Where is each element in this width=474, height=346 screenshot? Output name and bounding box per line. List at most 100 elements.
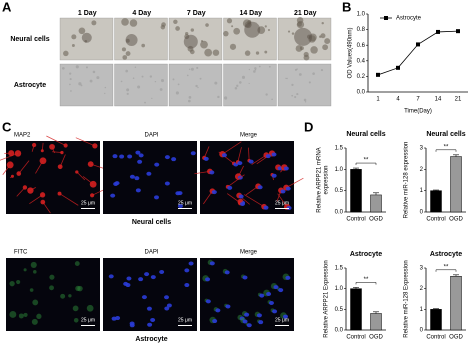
bar bbox=[370, 313, 382, 331]
cell-texture bbox=[61, 66, 65, 70]
stain bbox=[6, 161, 14, 169]
cell-texture bbox=[200, 40, 208, 49]
y-tick-label: 0 bbox=[420, 328, 424, 334]
nucleus bbox=[164, 181, 170, 186]
bar bbox=[450, 156, 462, 213]
cell-texture bbox=[186, 74, 189, 77]
column-label: 21 Day bbox=[294, 10, 317, 17]
significance-bracket bbox=[355, 162, 377, 166]
stain bbox=[74, 261, 80, 266]
cell-texture bbox=[195, 84, 198, 88]
cell-texture bbox=[185, 31, 189, 36]
cell-texture bbox=[286, 77, 288, 80]
significance-label: ** bbox=[444, 264, 449, 270]
nucleus bbox=[113, 181, 119, 186]
cell-texture bbox=[285, 77, 287, 80]
nucleus bbox=[227, 185, 233, 190]
nucleus bbox=[256, 313, 262, 318]
significance-bracket bbox=[435, 149, 457, 152]
nucleus bbox=[127, 154, 133, 159]
cell-texture bbox=[144, 101, 146, 104]
nucleus bbox=[184, 268, 190, 273]
fiber bbox=[243, 194, 265, 208]
nucleus bbox=[278, 288, 284, 293]
cell-texture bbox=[296, 93, 299, 96]
stain bbox=[57, 164, 63, 170]
fiber bbox=[237, 147, 242, 163]
stain bbox=[40, 199, 46, 205]
x-tick-label: OGD bbox=[449, 217, 463, 223]
cell-texture bbox=[129, 19, 138, 27]
fiber bbox=[0, 153, 19, 161]
y-tick-label: 3 bbox=[420, 146, 424, 152]
group-label: Astrocyte bbox=[135, 336, 167, 343]
y-tick-label: 1.0 bbox=[335, 286, 344, 292]
nucleus bbox=[248, 159, 254, 164]
y-tick-label: 0.0 bbox=[335, 328, 344, 334]
stain bbox=[16, 171, 22, 176]
line bbox=[377, 30, 459, 76]
cell-texture bbox=[287, 30, 291, 33]
cell-texture bbox=[244, 50, 251, 56]
panel-label: D bbox=[304, 119, 313, 134]
fluorescence-image bbox=[103, 141, 197, 214]
cell-texture bbox=[69, 72, 72, 75]
nucleus bbox=[205, 277, 211, 282]
cell-texture bbox=[294, 95, 297, 99]
nucleus bbox=[144, 272, 150, 277]
legend-marker bbox=[384, 16, 388, 20]
cell-texture bbox=[69, 83, 71, 86]
channel-label: MAP2 bbox=[14, 133, 31, 139]
nucleus bbox=[110, 193, 116, 198]
x-tick-label: OGD bbox=[449, 335, 463, 341]
y-tick-label: 1 bbox=[420, 307, 424, 313]
cell-texture bbox=[291, 94, 294, 97]
nucleus bbox=[280, 189, 286, 194]
column-label: 14 Day bbox=[239, 10, 262, 17]
cell-texture bbox=[212, 49, 220, 56]
y-axis-label: Relative ARPP21 Expression bbox=[324, 260, 330, 337]
cell-texture bbox=[132, 77, 135, 79]
cell-texture bbox=[160, 24, 166, 30]
cell-texture bbox=[322, 44, 329, 51]
stain bbox=[87, 161, 94, 168]
cell-texture bbox=[214, 81, 218, 85]
cell-texture bbox=[303, 54, 310, 61]
nucleus bbox=[212, 319, 218, 324]
x-tick-label: 7 bbox=[416, 97, 420, 103]
cell-texture bbox=[125, 69, 129, 73]
y-tick-label: 1.5 bbox=[335, 266, 344, 272]
significance-label: ** bbox=[444, 144, 449, 150]
nucleus bbox=[147, 322, 153, 327]
y-tick-label: 0.5 bbox=[335, 188, 344, 194]
panel-label: A bbox=[2, 0, 12, 14]
nucleus bbox=[268, 301, 274, 306]
stain bbox=[60, 150, 64, 155]
scale-bar bbox=[275, 208, 289, 209]
cell-texture bbox=[295, 45, 303, 52]
fiber bbox=[251, 154, 267, 165]
cell-texture bbox=[121, 47, 127, 52]
nucleus bbox=[272, 309, 278, 314]
stain bbox=[33, 270, 37, 274]
cell-texture bbox=[248, 68, 250, 71]
cell-texture bbox=[233, 27, 241, 35]
cell-texture bbox=[204, 48, 213, 57]
nucleus bbox=[138, 277, 144, 282]
cell-texture bbox=[248, 82, 250, 85]
cell-texture bbox=[151, 97, 153, 99]
nucleus bbox=[211, 190, 217, 195]
row-label: Astrocyte bbox=[14, 82, 46, 89]
point bbox=[456, 29, 460, 34]
cell-texture bbox=[141, 75, 144, 78]
cell-texture bbox=[187, 99, 191, 103]
nucleus bbox=[126, 276, 132, 281]
nucleus bbox=[115, 316, 121, 321]
bar bbox=[430, 309, 442, 331]
bar bbox=[450, 276, 462, 331]
stain bbox=[10, 174, 14, 178]
y-tick-label: 3 bbox=[420, 266, 424, 272]
y-tick-label: 0.8 bbox=[357, 27, 366, 33]
cell-texture bbox=[226, 18, 233, 24]
fiber bbox=[18, 160, 30, 174]
